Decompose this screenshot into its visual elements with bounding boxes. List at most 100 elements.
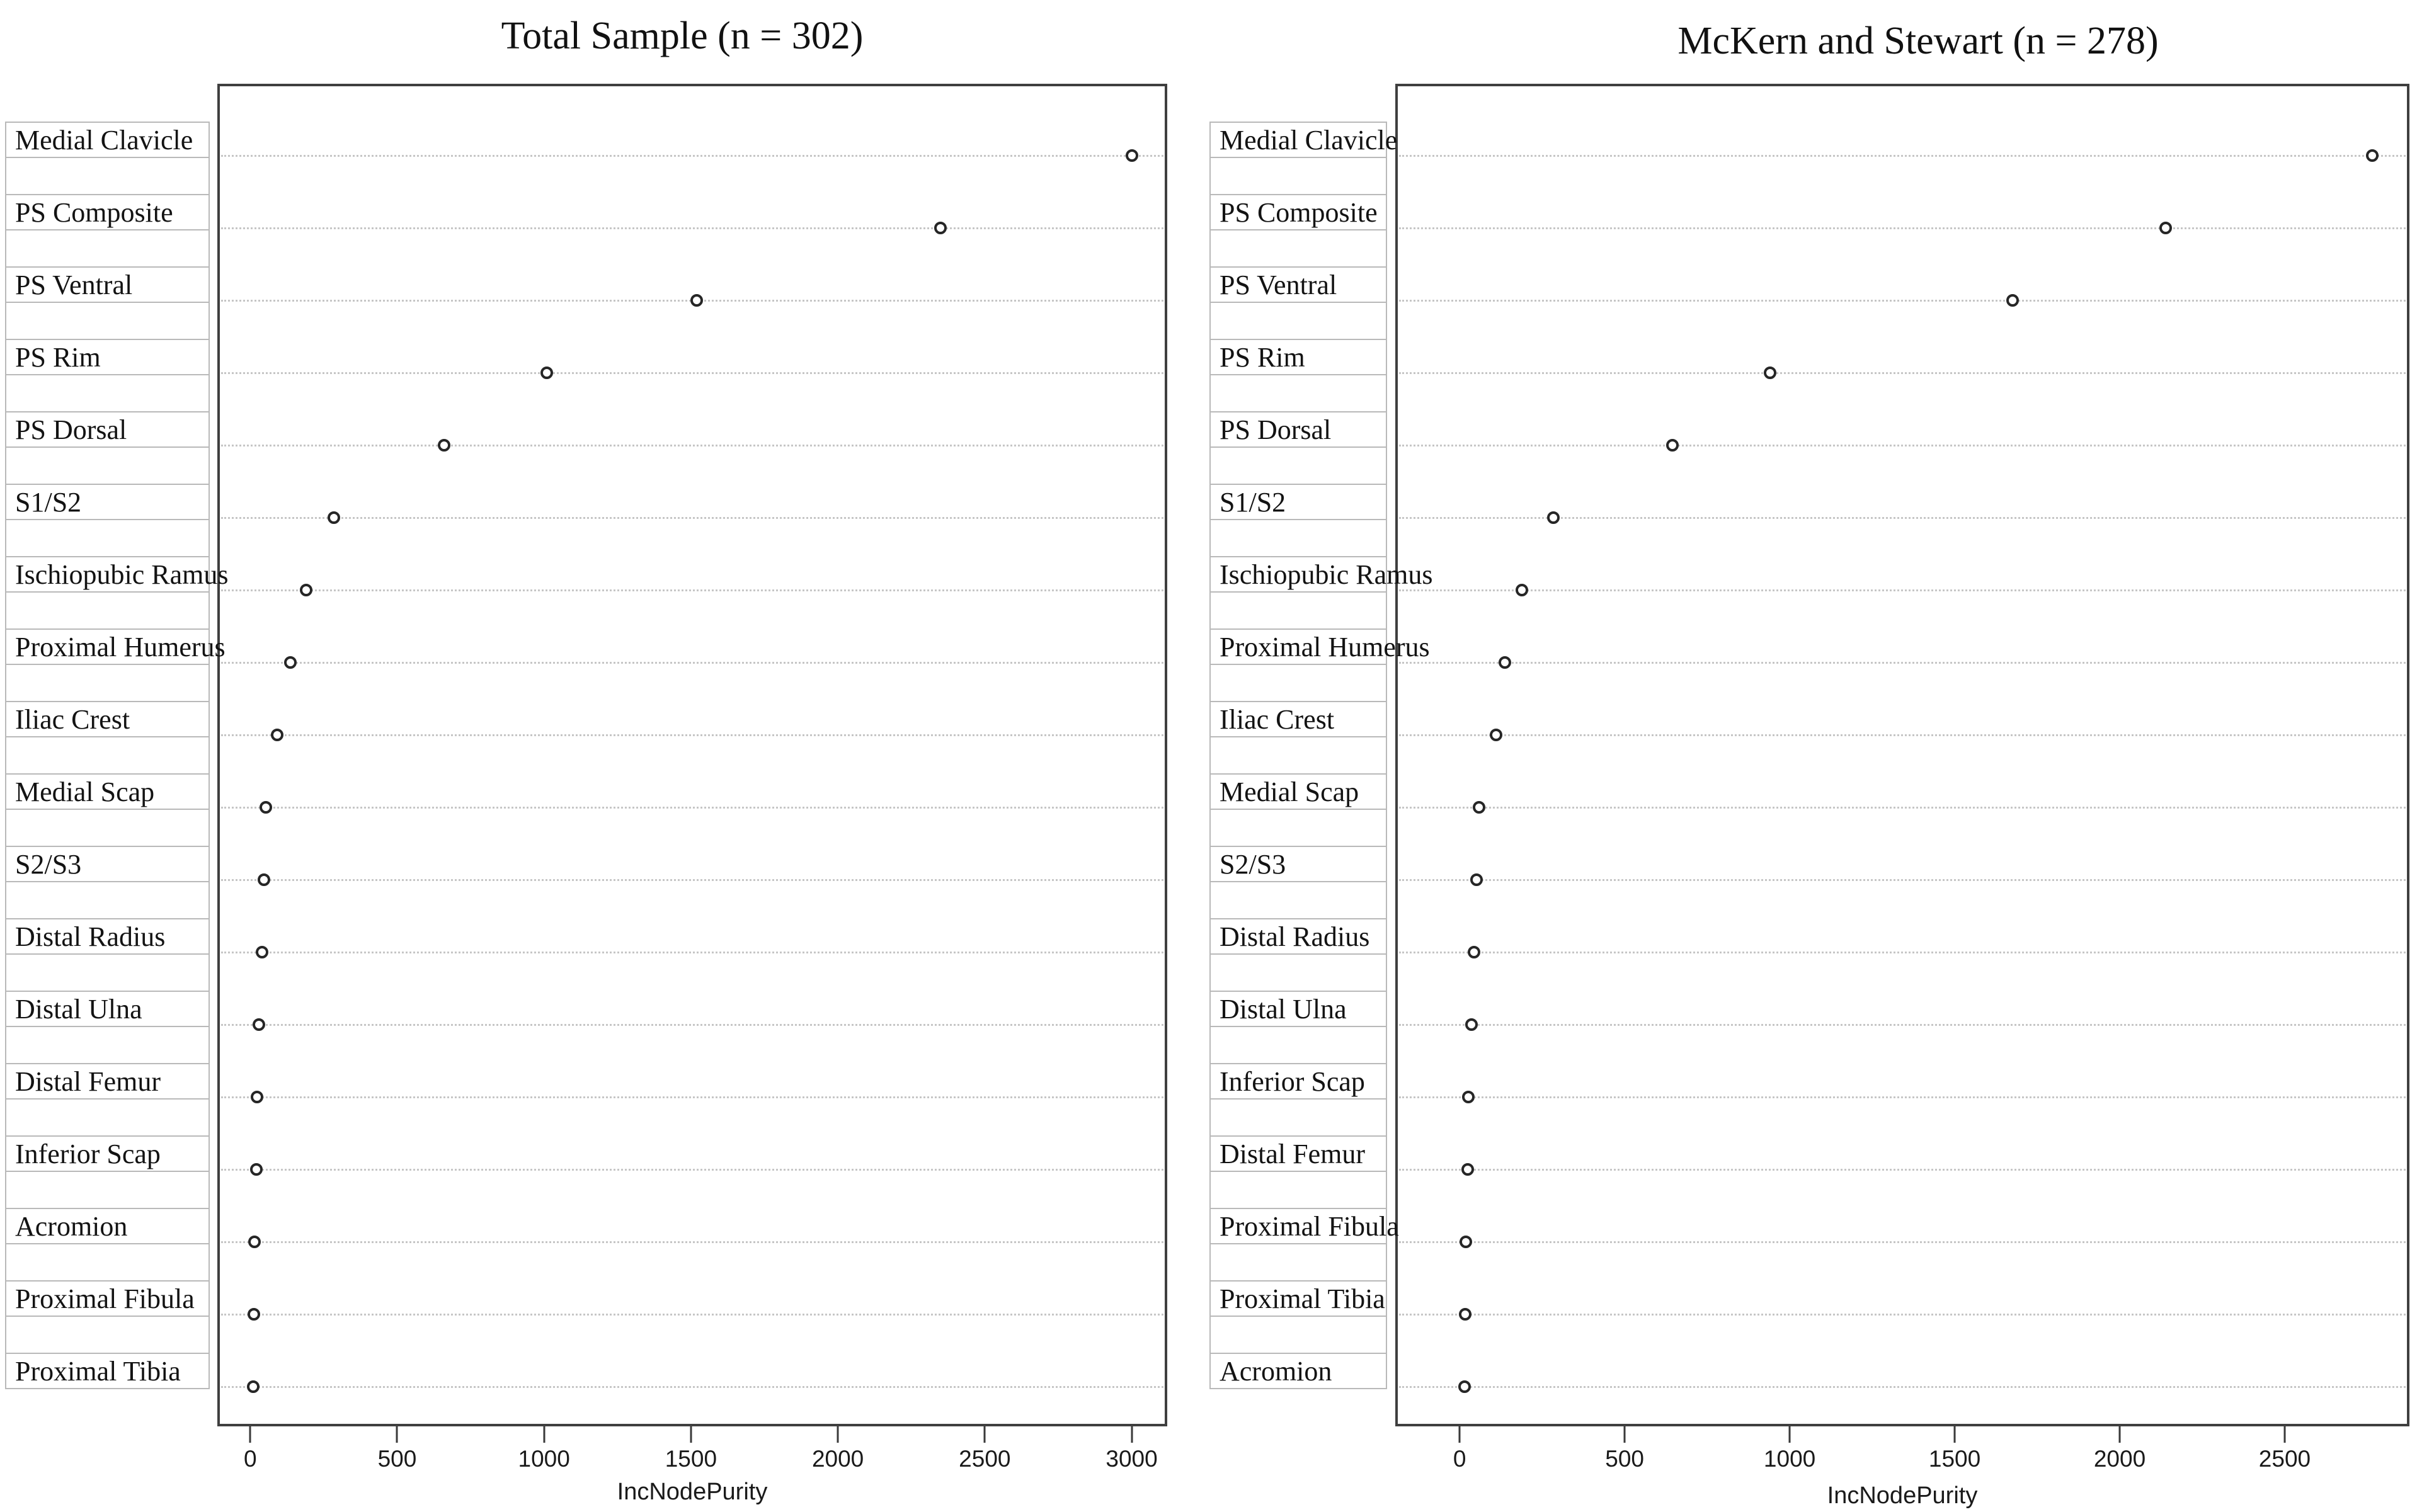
data-point — [934, 222, 947, 234]
row-gridline — [221, 1386, 1163, 1388]
y-label-cell: PS Rim — [1209, 339, 1387, 375]
y-label-cell: Distal Ulna — [5, 991, 210, 1027]
row-gridline — [1399, 1096, 2406, 1098]
row-gridline — [221, 1241, 1163, 1243]
row-gridline — [221, 445, 1163, 446]
y-label-cell: Acromion — [1209, 1353, 1387, 1389]
y-label-spacer — [5, 881, 210, 919]
y-label-cell: PS Rim — [5, 339, 210, 375]
y-label-cell: Proximal Fibula — [5, 1280, 210, 1317]
plot-area — [1395, 84, 2409, 1426]
y-label-cell: PS Composite — [1209, 194, 1387, 230]
row-gridline — [221, 1314, 1163, 1316]
y-label-spacer — [1209, 591, 1387, 630]
x-axis-tick — [837, 1426, 839, 1443]
x-axis-tick — [396, 1426, 398, 1443]
y-label-spacer — [1209, 809, 1387, 847]
row-gridline — [221, 1169, 1163, 1171]
x-axis-tick-label: 1500 — [1928, 1446, 1981, 1472]
y-label-spacer — [5, 1243, 210, 1282]
y-label-cell: Inferior Scap — [5, 1135, 210, 1172]
y-label-cell: S2/S3 — [5, 846, 210, 882]
y-label-cell: Iliac Crest — [5, 701, 210, 737]
row-gridline — [221, 517, 1163, 519]
y-label-spacer — [5, 229, 210, 268]
row-gridline — [1399, 1169, 2406, 1171]
x-axis-tick — [1458, 1426, 1461, 1443]
x-axis-tick — [1788, 1426, 1791, 1443]
x-axis-tick-label: 2000 — [2093, 1446, 2146, 1472]
row-gridline — [1399, 1314, 2406, 1316]
y-label-spacer — [1209, 881, 1387, 919]
y-label-spacer — [5, 1316, 210, 1354]
y-label-spacer — [1209, 519, 1387, 557]
row-gridline — [221, 879, 1163, 881]
data-point — [540, 367, 554, 379]
x-axis-tick — [1953, 1426, 1956, 1443]
data-point — [2006, 294, 2019, 307]
x-axis-tick — [2283, 1426, 2286, 1443]
y-label-spacer — [5, 519, 210, 557]
data-point — [1470, 873, 1483, 886]
plot-area — [217, 84, 1167, 1426]
data-point — [253, 1018, 266, 1031]
x-axis-tick-label: 500 — [1605, 1446, 1644, 1472]
data-point — [2159, 222, 2173, 234]
y-label-cell: PS Composite — [5, 194, 210, 230]
data-point — [1459, 1236, 1472, 1248]
row-gridline — [1399, 952, 2406, 953]
y-label-cell: Distal Femur — [5, 1063, 210, 1100]
data-point — [1459, 1308, 1472, 1321]
y-label-cell: Inferior Scap — [1209, 1063, 1387, 1100]
row-gridline — [1399, 445, 2406, 446]
y-label-spacer — [5, 1171, 210, 1209]
row-gridline — [1399, 300, 2406, 302]
chart-title: McKern and Stewart (n = 278) — [1677, 20, 2159, 62]
row-gridline — [221, 372, 1163, 374]
y-label-spacer — [5, 374, 210, 412]
y-label-spacer — [5, 809, 210, 847]
x-axis-tick — [543, 1426, 546, 1443]
row-gridline — [1399, 734, 2406, 736]
data-point — [1462, 1091, 1475, 1103]
y-label-cell: S2/S3 — [1209, 846, 1387, 882]
row-gridline — [1399, 1386, 2406, 1388]
data-point — [1468, 946, 1481, 958]
chart-title: Total Sample (n = 302) — [501, 14, 864, 57]
y-label-spacer — [5, 664, 210, 702]
y-label-cell: Medial Clavicle — [5, 122, 210, 158]
x-axis-title: IncNodePurity — [1827, 1482, 1978, 1509]
y-label-spacer — [5, 1098, 210, 1137]
x-axis-tick-label: 0 — [1453, 1446, 1466, 1472]
data-point — [1125, 149, 1138, 162]
y-label-cell: Proximal Fibula — [1209, 1208, 1399, 1244]
data-point — [1458, 1380, 1471, 1393]
row-gridline — [221, 734, 1163, 736]
y-label-cell: Proximal Tibia — [1209, 1280, 1387, 1317]
row-gridline — [221, 807, 1163, 809]
y-label-spacer — [5, 591, 210, 630]
y-label-cell: Iliac Crest — [1209, 701, 1387, 737]
data-point — [1763, 367, 1776, 379]
x-axis-tick — [249, 1426, 251, 1443]
data-point — [2365, 149, 2379, 162]
x-axis-tick — [2118, 1426, 2121, 1443]
row-gridline — [1399, 589, 2406, 591]
data-point — [260, 801, 273, 814]
data-point — [1666, 439, 1679, 452]
data-point — [246, 1380, 260, 1393]
x-axis-tick-label: 3000 — [1106, 1446, 1158, 1472]
y-label-cell: S1/S2 — [5, 484, 210, 520]
data-point — [271, 729, 284, 741]
x-axis-tick — [690, 1426, 692, 1443]
y-label-spacer — [1209, 229, 1387, 268]
row-gridline — [1399, 807, 2406, 809]
y-label-cell: Acromion — [5, 1208, 210, 1244]
data-point — [250, 1091, 263, 1103]
y-label-spacer — [1209, 157, 1387, 195]
row-gridline — [1399, 1024, 2406, 1026]
y-label-cell: Ischiopubic Ramus — [5, 556, 229, 593]
y-label-spacer — [1209, 1098, 1387, 1137]
y-label-cell: Medial Scap — [1209, 773, 1387, 810]
data-point — [1489, 729, 1502, 741]
